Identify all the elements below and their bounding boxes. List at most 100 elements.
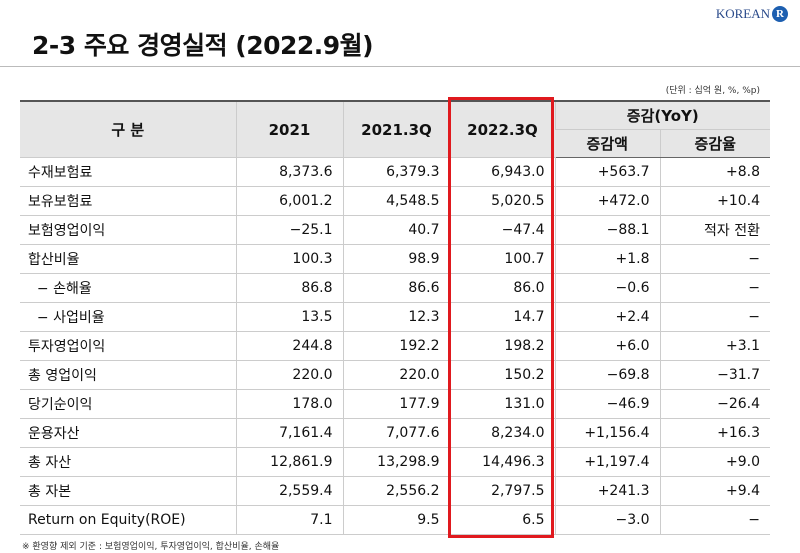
cell: 220.0 bbox=[342, 360, 450, 390]
cell: 6,379.3 bbox=[342, 157, 450, 187]
cell: 13.5 bbox=[235, 302, 343, 332]
cell: 4,548.5 bbox=[342, 186, 450, 216]
cell: 131.0 bbox=[449, 389, 555, 419]
row-label: 투자영업이익 bbox=[20, 331, 236, 361]
cell: +563.7 bbox=[554, 157, 660, 187]
cell: 40.7 bbox=[342, 215, 450, 245]
cell: 8,373.6 bbox=[235, 157, 343, 187]
cell: +1,156.4 bbox=[554, 418, 660, 448]
row-label: − 손해율 bbox=[20, 273, 236, 303]
cell: +241.3 bbox=[554, 476, 660, 506]
cell: 6,001.2 bbox=[235, 186, 343, 216]
title: 2-3 주요 경영실적 (2022.9월) bbox=[32, 31, 374, 60]
cell: +9.4 bbox=[659, 476, 770, 506]
cell: −25.1 bbox=[235, 215, 343, 245]
cell: 14.7 bbox=[449, 302, 555, 332]
cell: +1,197.4 bbox=[554, 447, 660, 477]
cell: 100.7 bbox=[449, 244, 555, 274]
cell: −26.4 bbox=[659, 389, 770, 419]
cell: 9.5 bbox=[342, 505, 450, 535]
cell: +6.0 bbox=[554, 331, 660, 361]
unit-note: (단위 : 십억 원, %, %p) bbox=[665, 86, 760, 96]
sub-header: 증감율 bbox=[659, 129, 770, 158]
cell: 2,556.2 bbox=[342, 476, 450, 506]
cell: 198.2 bbox=[449, 331, 555, 361]
cell: 12,861.9 bbox=[235, 447, 343, 477]
cell: 7,077.6 bbox=[342, 418, 450, 448]
cell: 220.0 bbox=[235, 360, 343, 390]
cell: −0.6 bbox=[554, 273, 660, 303]
table-row: 합산비율 100.3 98.9 100.7 +1.8− bbox=[20, 244, 770, 274]
results-table: 구 분 2021 2021.3Q 2022.3Q 증감(YoY) 증감액 증감율… bbox=[20, 100, 770, 535]
col-header: 구 분 bbox=[20, 100, 236, 158]
cell: +3.1 bbox=[659, 331, 770, 361]
col-header: 2022.3Q bbox=[449, 100, 555, 158]
row-label: 총 자산 bbox=[20, 447, 236, 477]
cell: 2,559.4 bbox=[235, 476, 343, 506]
row-label: Return on Equity(ROE) bbox=[20, 505, 236, 535]
row-label: 총 영업이익 bbox=[20, 360, 236, 390]
table-row: 투자영업이익 244.8 192.2 198.2 +6.0 +3.1 bbox=[20, 331, 770, 361]
table-row: − 사업비율 13.5 12.3 14.7 +2.4− bbox=[20, 302, 770, 332]
col-header: 2021 bbox=[235, 100, 343, 158]
cell: 적자 전환 bbox=[659, 215, 770, 245]
cell: 86.8 bbox=[235, 273, 343, 303]
cell: 5,020.5 bbox=[449, 186, 555, 216]
cell: −88.1 bbox=[554, 215, 660, 245]
cell: −31.7 bbox=[659, 360, 770, 390]
cell: 7,161.4 bbox=[235, 418, 343, 448]
row-label: 합산비율 bbox=[20, 244, 236, 274]
table-row: 보험영업이익 −25.1 40.7 −47.4 −88.1 적자 전환 bbox=[20, 215, 770, 245]
table-row: 보유보험료 6,001.2 4,548.5 5,020.5 +472.0 +10.4 bbox=[20, 186, 770, 216]
table-row: 총 자산 12,861.9 13,298.9 14,496.3 +1,197.4 +9.0 bbox=[20, 447, 770, 477]
row-label: 총 자본 bbox=[20, 476, 236, 506]
table-row: 수재보험료 8,373.6 6,379.3 6,943.0 +563.7 +8.8 bbox=[20, 157, 770, 187]
cell: 13,298.9 bbox=[342, 447, 450, 477]
cell: 244.8 bbox=[235, 331, 343, 361]
cell: +10.4 bbox=[659, 186, 770, 216]
cell: −3.0 bbox=[554, 505, 660, 535]
title-rule bbox=[0, 66, 800, 67]
row-label: − 사업비율 bbox=[20, 302, 236, 332]
cell: 2,797.5 bbox=[449, 476, 555, 506]
cell: − bbox=[659, 505, 770, 535]
cell: 6,943.0 bbox=[449, 157, 555, 187]
cell: −46.9 bbox=[554, 389, 660, 419]
logo-mark: R bbox=[772, 6, 788, 22]
cell: 98.9 bbox=[342, 244, 450, 274]
sub-header: 증감액 bbox=[555, 129, 660, 158]
table-row: 당기순이익 178.0 177.9 131.0 −46.9 −26.4 bbox=[20, 389, 770, 419]
table-row: 총 자본 2,559.4 2,556.2 2,797.5 +241.3 +9.4 bbox=[20, 476, 770, 506]
cell: −47.4 bbox=[449, 215, 555, 245]
cell: +472.0 bbox=[554, 186, 660, 216]
cell: 14,496.3 bbox=[449, 447, 555, 477]
table-row: Return on Equity(ROE) 7.1 9.5 6.5 −3.0− bbox=[20, 505, 770, 535]
cell: 12.3 bbox=[342, 302, 450, 332]
cell: +16.3 bbox=[659, 418, 770, 448]
cell: +8.8 bbox=[659, 157, 770, 187]
row-label: 보유보험료 bbox=[20, 186, 236, 216]
cell: 100.3 bbox=[235, 244, 343, 274]
cell: 8,234.0 bbox=[449, 418, 555, 448]
logo: KOREAN R bbox=[716, 6, 788, 22]
cell: 6.5 bbox=[449, 505, 555, 535]
table-row: − 손해율 86.8 86.6 86.0 −0.6− bbox=[20, 273, 770, 303]
cell: 177.9 bbox=[342, 389, 450, 419]
cell: 7.1 bbox=[235, 505, 343, 535]
group-header: 증감(YoY) bbox=[554, 100, 770, 130]
row-label: 당기순이익 bbox=[20, 389, 236, 419]
cell: 192.2 bbox=[342, 331, 450, 361]
cell: +1.8 bbox=[554, 244, 660, 274]
cell: +9.0 bbox=[659, 447, 770, 477]
cell: − bbox=[659, 273, 770, 303]
table-row: 운용자산 7,161.4 7,077.6 8,234.0 +1,156.4 +16.3 bbox=[20, 418, 770, 448]
logo-text: KOREAN bbox=[715, 6, 770, 21]
cell: −69.8 bbox=[554, 360, 660, 390]
row-label: 수재보험료 bbox=[20, 157, 236, 187]
cell: 150.2 bbox=[449, 360, 555, 390]
col-header: 2021.3Q bbox=[342, 100, 450, 158]
cell: +2.4 bbox=[554, 302, 660, 332]
highlight-box bbox=[448, 97, 554, 538]
row-label: 운용자산 bbox=[20, 418, 236, 448]
